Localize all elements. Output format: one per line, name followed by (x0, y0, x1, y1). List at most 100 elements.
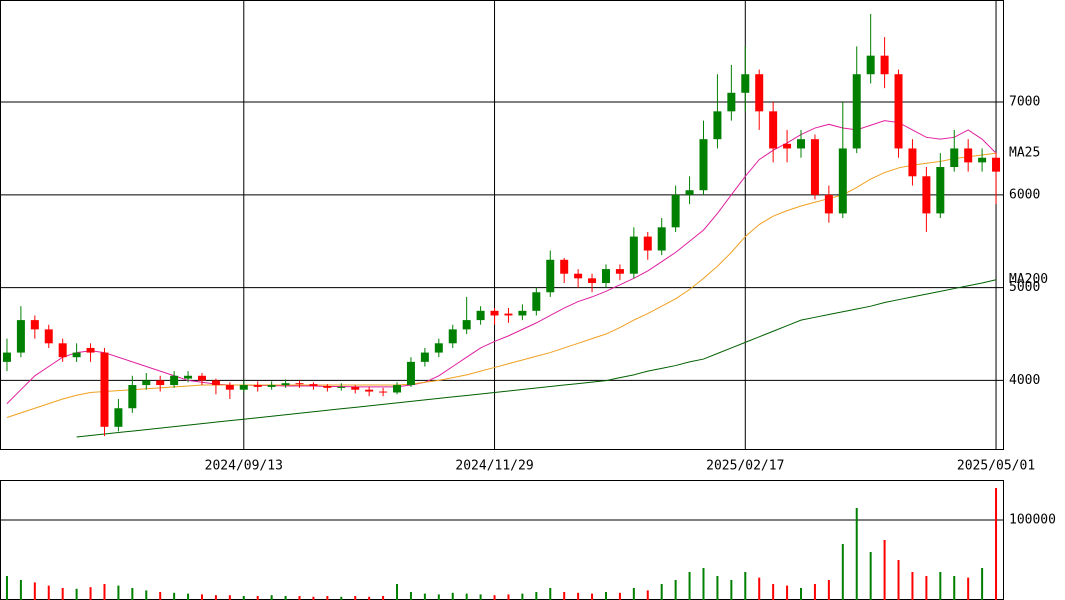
volume-bar (521, 593, 524, 600)
candle-body (727, 92, 736, 112)
y-tick-label: 4000 (1009, 373, 1040, 388)
volume-bar (19, 580, 22, 600)
volume-bar (284, 596, 287, 600)
candle-body (657, 227, 666, 251)
candle-body (755, 74, 764, 112)
candle-body (615, 269, 624, 274)
volume-bar (549, 588, 552, 600)
candle-body (114, 408, 123, 427)
ma-line (76, 279, 997, 438)
candle-body (253, 385, 262, 387)
volume-bar (660, 584, 663, 600)
volume-bar (131, 588, 134, 600)
volume-bar (354, 596, 357, 600)
candle-body (629, 236, 638, 274)
candle-body (100, 352, 109, 427)
candle-body (504, 313, 513, 316)
volume-bar (800, 588, 803, 600)
volume-bar (841, 544, 844, 600)
volume-bar (117, 585, 120, 600)
volume-bar (953, 576, 956, 600)
volume-bar (744, 572, 747, 600)
candle-body (992, 157, 1001, 172)
volume-bar (270, 595, 273, 600)
candle-body (420, 352, 429, 362)
candle-body (86, 347, 95, 353)
price-frame (0, 0, 1004, 450)
volume-bar (674, 580, 677, 600)
candle-body (225, 385, 234, 390)
candle-body (783, 143, 792, 149)
candle-body (601, 269, 610, 283)
volume-bar (577, 592, 580, 600)
volume-bar (159, 592, 162, 600)
volume-bar (200, 594, 203, 600)
volume-bar (326, 596, 329, 600)
candle-body (476, 310, 485, 321)
candle-body (295, 383, 304, 385)
volume-bar (646, 590, 649, 600)
candle-body (406, 361, 415, 386)
x-tick-label: 2025/05/01 (957, 459, 1035, 474)
candle-body (72, 352, 81, 358)
candle-body (643, 236, 652, 251)
volume-bar (396, 584, 399, 600)
candle-body (323, 385, 332, 388)
candle-body (365, 389, 374, 392)
volume-bar (145, 590, 148, 600)
volume-bar (479, 594, 482, 600)
candle-body (30, 320, 39, 330)
candle-body (490, 310, 499, 316)
volume-bar (813, 584, 816, 600)
candle-body (309, 384, 318, 386)
candle-body (546, 259, 555, 293)
candle-body (532, 292, 541, 311)
candle-body (211, 380, 220, 386)
volume-bar (716, 576, 719, 600)
candle-body (797, 139, 806, 149)
candle-body (128, 385, 137, 409)
candle-body (44, 329, 53, 344)
legend-label: MA25 (1009, 146, 1040, 161)
volume-bar (911, 572, 914, 600)
volume-bar (939, 572, 942, 600)
volume-bar (604, 592, 607, 600)
volume-bar (451, 592, 454, 600)
candle-body (434, 343, 443, 353)
candle-body (281, 383, 290, 386)
candle-body (978, 157, 987, 163)
volume-bar (298, 596, 301, 600)
candle-body (894, 74, 903, 149)
volume-bar (465, 593, 468, 600)
volume-bar (827, 580, 830, 600)
candle-body (379, 391, 388, 393)
volume-bar (855, 508, 858, 600)
volume-bar (33, 582, 36, 600)
volume-bar (228, 595, 231, 600)
candle-body (156, 380, 165, 386)
volume-bar (493, 595, 496, 600)
y-tick-label: 5000 (1009, 280, 1040, 295)
volume-bar (563, 592, 566, 600)
volume-bar (382, 596, 385, 600)
candle-body (741, 74, 750, 93)
volume-bar (5, 576, 8, 600)
volume-bar (173, 592, 176, 600)
ma-line (6, 120, 997, 404)
candle-body (936, 167, 945, 214)
volume-bar (702, 568, 705, 600)
legend-label: MA200 (1009, 272, 1048, 287)
y-tick-label: 6000 (1009, 187, 1040, 202)
candle-body (448, 329, 457, 344)
candle-body (184, 375, 193, 379)
x-tick-label: 2024/09/13 (205, 459, 283, 474)
candle-body (810, 139, 819, 195)
volume-bar (591, 593, 594, 600)
volume-bar (772, 584, 775, 600)
volume-bar (758, 577, 761, 600)
candle-body (2, 352, 11, 362)
volume-bar (214, 595, 217, 600)
volume-bar (340, 596, 343, 600)
candle-body (880, 55, 889, 75)
candle-body (170, 375, 179, 386)
